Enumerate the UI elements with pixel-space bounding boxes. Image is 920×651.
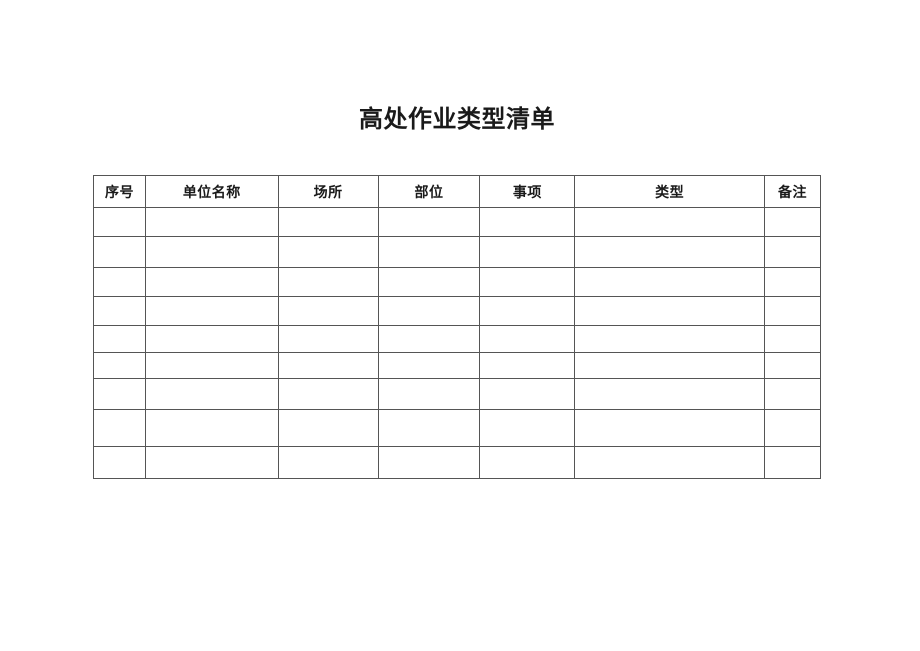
column-header-place: 场所 [277, 175, 379, 208]
document-content: 高处作业类型清单 序号 单位名称 场所 部位 事项 类型 备注 [93, 0, 821, 479]
table-cell [377, 236, 481, 268]
column-header-item: 事项 [479, 175, 576, 208]
header-row: 序号 单位名称 场所 部位 事项 类型 备注 [93, 175, 821, 208]
table-cell [144, 378, 279, 410]
table-cell [277, 267, 379, 297]
table-cell [144, 325, 279, 353]
table-cell [144, 236, 279, 268]
table-cell [764, 378, 821, 410]
table-cell [764, 352, 821, 379]
table-cell [144, 446, 279, 479]
column-header-unit-name: 单位名称 [144, 175, 279, 208]
table-cell [277, 409, 379, 447]
table-cell [479, 207, 576, 237]
table-cell [377, 378, 481, 410]
table-cell [574, 236, 766, 268]
table-cell [479, 236, 576, 268]
table-cell [277, 296, 379, 326]
table-cell [574, 352, 766, 379]
table-cell [277, 325, 379, 353]
table-cell [479, 409, 576, 447]
table-cell [479, 296, 576, 326]
table-cell [144, 296, 279, 326]
column-header-remarks: 备注 [764, 175, 821, 208]
table-cell [93, 378, 146, 410]
page-title: 高处作业类型清单 [359, 106, 555, 133]
table-cell [144, 409, 279, 447]
table-cell [144, 352, 279, 379]
table-cell [277, 236, 379, 268]
table-cell [764, 446, 821, 479]
table-body [93, 207, 821, 479]
table-cell [93, 267, 146, 297]
table-cell [764, 236, 821, 268]
table-row [93, 378, 821, 410]
table-cell [377, 296, 481, 326]
column-header-type: 类型 [574, 175, 766, 208]
table-row [93, 446, 821, 479]
table-row [93, 325, 821, 353]
table-cell [93, 236, 146, 268]
table-cell [377, 325, 481, 353]
table-cell [574, 325, 766, 353]
table-cell [377, 207, 481, 237]
table-row [93, 207, 821, 237]
work-type-table: 序号 单位名称 场所 部位 事项 类型 备注 [93, 175, 821, 479]
table-cell [277, 446, 379, 479]
table-cell [277, 207, 379, 237]
table-row [93, 352, 821, 379]
table-cell [574, 267, 766, 297]
table-cell [574, 207, 766, 237]
table-cell [574, 446, 766, 479]
table-cell [764, 296, 821, 326]
table-cell [93, 409, 146, 447]
table-cell [574, 378, 766, 410]
table-cell [764, 409, 821, 447]
table-cell [377, 267, 481, 297]
table-cell [377, 409, 481, 447]
column-header-part: 部位 [377, 175, 481, 208]
table-cell [479, 378, 576, 410]
table-cell [479, 325, 576, 353]
table-cell [574, 409, 766, 447]
table-cell [574, 296, 766, 326]
table-row [93, 296, 821, 326]
table-row [93, 267, 821, 297]
table-cell [764, 207, 821, 237]
table-cell [93, 325, 146, 353]
table-cell [479, 352, 576, 379]
table-cell [764, 325, 821, 353]
table-cell [93, 296, 146, 326]
table-cell [377, 352, 481, 379]
column-header-serial-number: 序号 [93, 175, 146, 208]
table-cell [93, 207, 146, 237]
table-cell [277, 378, 379, 410]
table-cell [479, 267, 576, 297]
table-cell [277, 352, 379, 379]
table-cell [479, 446, 576, 479]
table-cell [764, 267, 821, 297]
table-cell [144, 207, 279, 237]
table-row [93, 236, 821, 268]
table-cell [144, 267, 279, 297]
table-row [93, 409, 821, 447]
table-cell [377, 446, 481, 479]
table-cell [93, 446, 146, 479]
table-cell [93, 352, 146, 379]
